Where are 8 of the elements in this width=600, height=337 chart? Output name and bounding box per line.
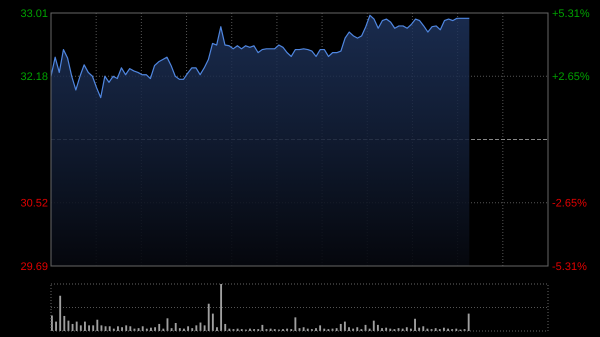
y2-tick-label: +2.65% (552, 71, 590, 84)
y2-tick-label: -2.65% (552, 197, 588, 210)
y2-tick-label: -5.31% (552, 260, 588, 273)
y-tick-label: 29.69 (20, 260, 48, 273)
y-tick-label: 33.01 (20, 8, 48, 20)
y2-tick-label: +5.31% (552, 8, 590, 20)
y-tick-label: 32.18 (20, 71, 48, 84)
y-tick-label: 30.52 (20, 198, 48, 210)
